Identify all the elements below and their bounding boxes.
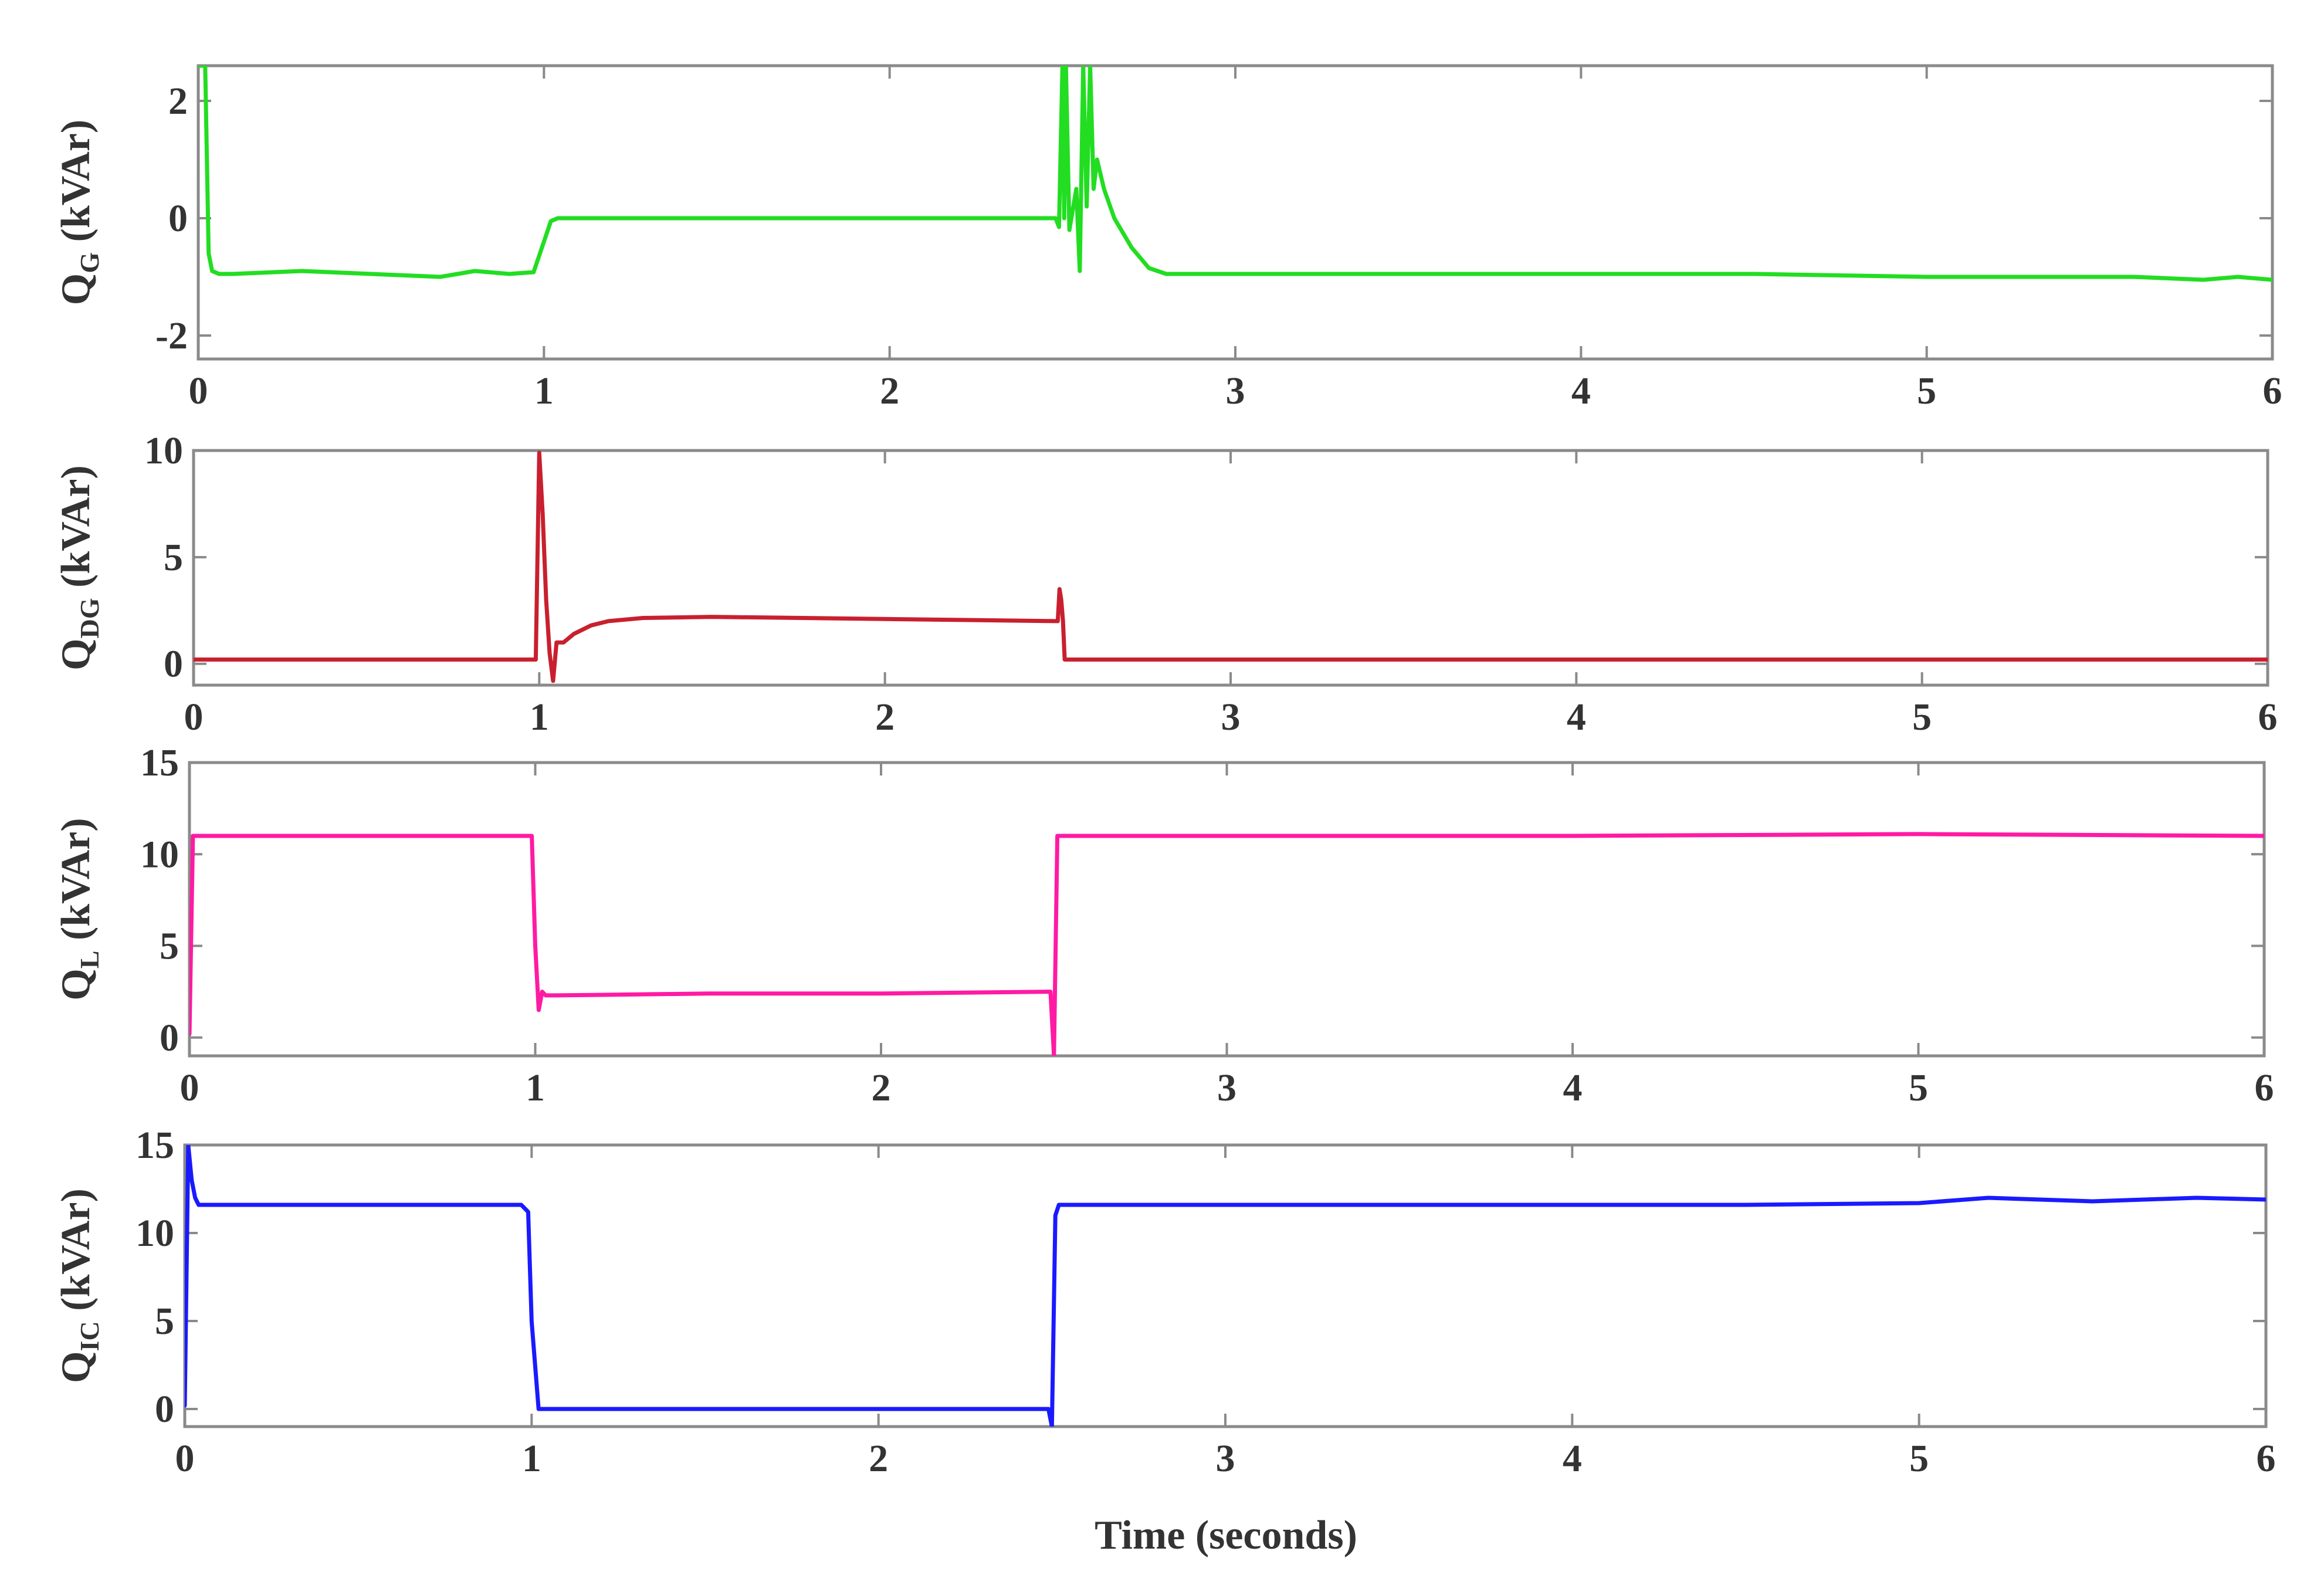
y-axis-label-unit: (kVAr) — [53, 818, 99, 950]
y-axis-label-symbol: Q — [53, 638, 99, 670]
x-tick-label: 5 — [1909, 1066, 1928, 1109]
x-tick-label: 1 — [522, 1437, 541, 1480]
x-tick-label: 4 — [1567, 696, 1586, 739]
x-tick-label: 5 — [1917, 370, 1936, 412]
y-tick-label: 5 — [160, 925, 179, 968]
panel-1: 0 1 2 3 4 5 620-2QG (kVAr) — [53, 64, 2282, 412]
y-tick-label: 2 — [168, 80, 188, 123]
y-axis-label-unit: (kVAr) — [53, 120, 99, 252]
plot-frame — [192, 449, 2269, 687]
plot-frame — [183, 1143, 2268, 1428]
y-axis-label-subscript: G — [74, 252, 104, 273]
plot-frame — [188, 761, 2266, 1058]
y-axis-label: QG (kVAr) — [53, 120, 104, 305]
y-axis-label: QIC (kVAr) — [53, 1188, 104, 1383]
y-tick-label: 0 — [160, 1017, 179, 1059]
x-tick-label: 0 — [189, 370, 208, 412]
x-tick-label: 6 — [2257, 1437, 2276, 1480]
x-tick-label: 4 — [1563, 1437, 1582, 1480]
x-tick-label: 3 — [1226, 370, 1245, 412]
y-tick-label: 10 — [140, 833, 179, 876]
y-tick-label: 0 — [164, 643, 183, 686]
x-tick-label: 5 — [1909, 1437, 1929, 1480]
y-axis-label: QL (kVAr) — [53, 818, 104, 1000]
series-line — [189, 832, 2264, 1056]
y-axis-label-subscript: L — [74, 951, 104, 969]
x-tick-label: 0 — [184, 696, 204, 739]
panel-3: 0 1 2 3 4 5 6 15 10 5 0 QL (kVAr) — [53, 741, 2274, 1109]
panel-4: 0 1 2 3 4 5 6 15 10 5 0 QIC (kVAr) Time (seconds) — [53, 1124, 2276, 1558]
x-tick-label: 1 — [530, 696, 549, 739]
y-tick-label: 15 — [140, 741, 179, 784]
x-tick-label: 6 — [2263, 370, 2282, 412]
x-tick-label: 4 — [1571, 370, 1591, 412]
plot-frame — [197, 64, 2274, 361]
y-tick-label: 0 — [155, 1388, 174, 1431]
x-tick-label: 0 — [175, 1437, 195, 1480]
x-tick-label: 2 — [875, 696, 895, 739]
x-tick-label: 2 — [869, 1437, 888, 1480]
x-tick-label: 1 — [534, 370, 554, 412]
x-tick-label: 3 — [1217, 1066, 1236, 1109]
x-tick-label: 2 — [880, 370, 899, 412]
x-axis-label: Time (seconds) — [1095, 1513, 1357, 1558]
y-axis-label-subscript: IC — [74, 1321, 104, 1351]
x-tick-label: 3 — [1221, 696, 1241, 739]
x-tick-label: 5 — [1912, 696, 1932, 739]
x-tick-label: 3 — [1216, 1437, 1235, 1480]
y-axis-label-symbol: Q — [53, 273, 99, 305]
y-axis-label-symbol: Q — [53, 1351, 99, 1383]
y-tick-label: 5 — [164, 536, 183, 579]
panel-2: 0 1 2 3 4 5 6 10 5 0 QDG (kVAr) — [53, 429, 2278, 739]
y-tick-label: 0 — [168, 197, 188, 240]
x-tick-label: 1 — [526, 1066, 545, 1109]
y-axis-label-subscript: DG — [74, 598, 104, 638]
y-tick-label: 10 — [144, 429, 183, 472]
x-tick-label: 4 — [1563, 1066, 1583, 1109]
y-axis-label-unit: (kVAr) — [53, 465, 99, 598]
series-line — [198, 66, 2272, 282]
series-line — [185, 1145, 2266, 1427]
y-tick-label: -2 — [155, 314, 188, 357]
y-axis-label-unit: (kVAr) — [53, 1188, 99, 1321]
y-tick-label: 5 — [155, 1300, 174, 1343]
x-tick-label: 6 — [2255, 1066, 2274, 1109]
x-tick-label: 6 — [2258, 696, 2278, 739]
y-tick-label: 10 — [135, 1212, 174, 1255]
x-tick-label: 0 — [180, 1066, 199, 1109]
series-line — [194, 450, 2268, 683]
y-tick-label: 15 — [135, 1124, 174, 1167]
x-tick-label: 2 — [872, 1066, 891, 1109]
y-axis-label-symbol: Q — [53, 968, 99, 1000]
y-axis-label: QDG (kVAr) — [53, 465, 104, 670]
